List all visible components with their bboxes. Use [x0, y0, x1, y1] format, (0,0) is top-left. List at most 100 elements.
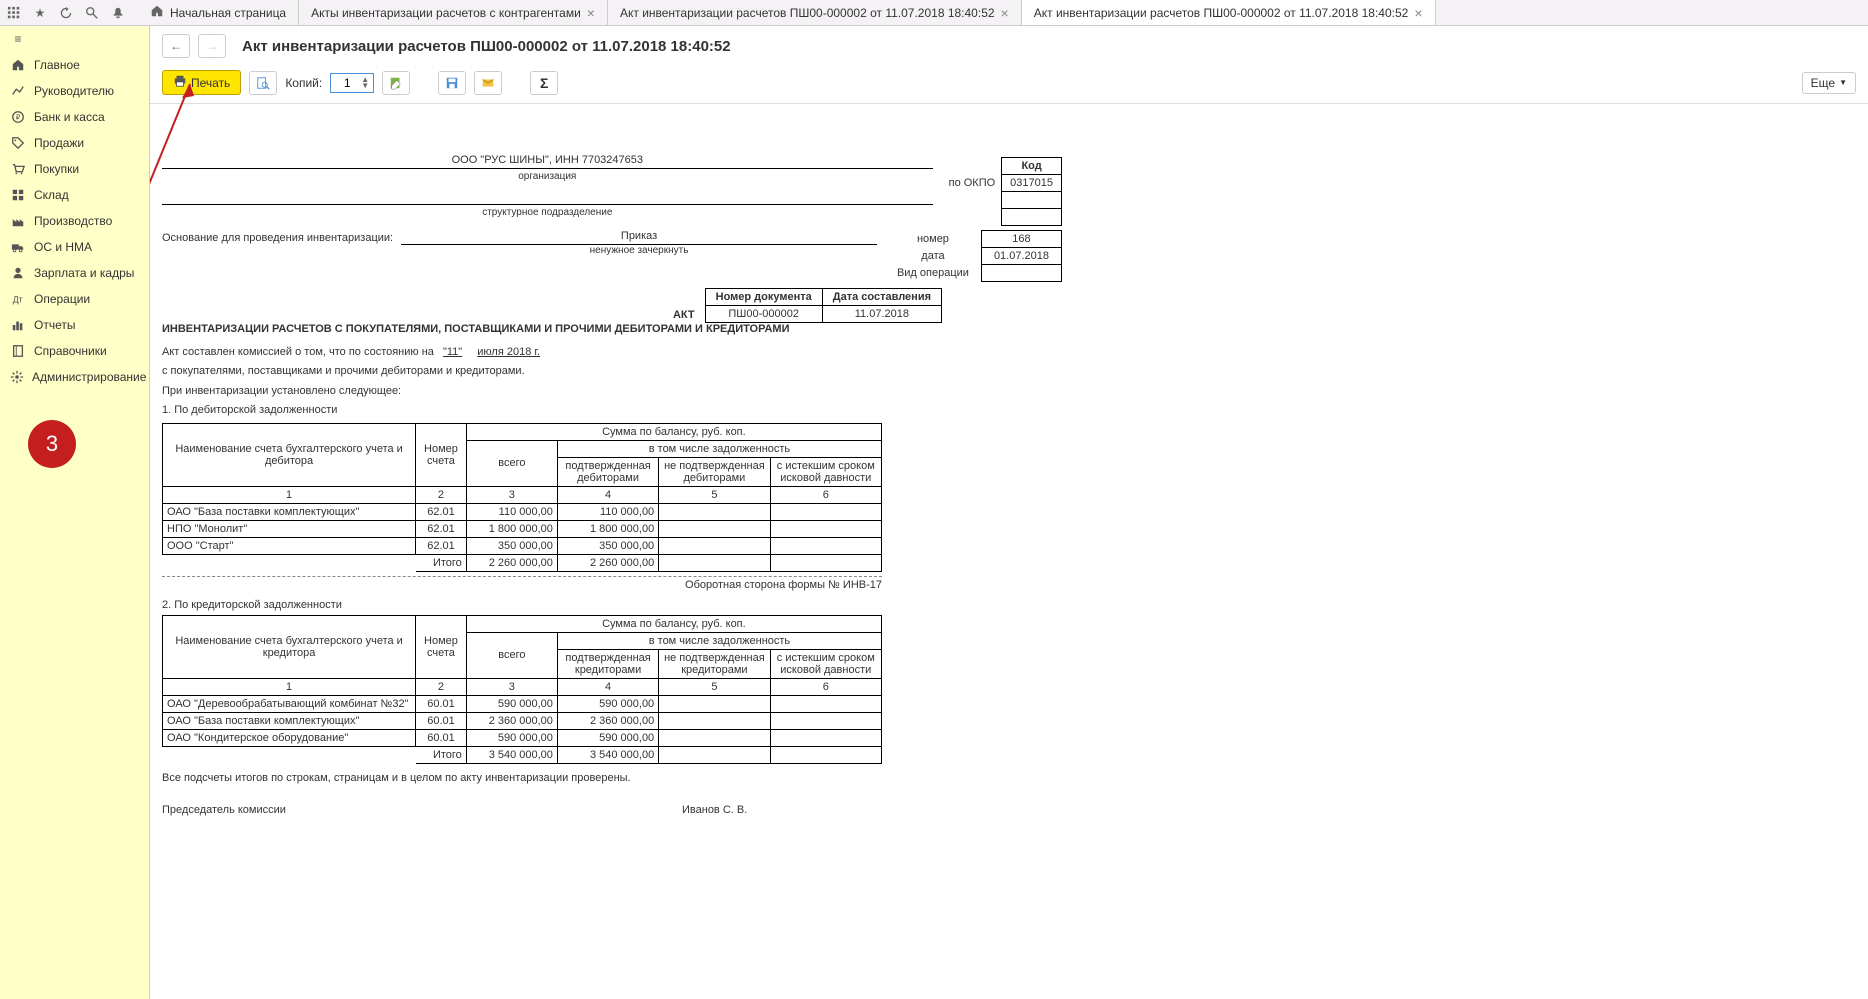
th-sum2: Сумма по балансу, руб. коп.	[466, 615, 881, 632]
akt-subtitle: ИНВЕНТАРИЗАЦИИ РАСЧЕТОВ С ПОКУПАТЕЛЯМИ, …	[162, 323, 1062, 335]
sidebar-item-3[interactable]: Продажи	[0, 130, 149, 156]
tag-icon	[10, 136, 26, 150]
sidebar-label: Администрирование	[32, 370, 146, 384]
th-total: всего	[466, 440, 557, 486]
struct-line	[162, 190, 933, 205]
org-sub: организация	[162, 169, 933, 190]
sum-button[interactable]: Σ	[530, 71, 558, 95]
top-toolbar: ★ Начальная страница Акты инвентаризации…	[0, 0, 1868, 26]
copies-spinner[interactable]: ▲▼	[361, 77, 369, 89]
th-conf2: подтвержденная кредиторами	[557, 649, 658, 678]
star-icon[interactable]: ★	[30, 3, 50, 23]
th-conf: подтвержденная дебиторами	[557, 457, 658, 486]
table-row: ООО "Старт"62.01350 000,00350 000,00	[163, 537, 882, 554]
vid-value	[981, 265, 1061, 282]
email-button[interactable]	[474, 71, 502, 95]
th-incl: в том числе задолженность	[557, 440, 881, 457]
sidebar-label: Главное	[34, 58, 80, 72]
okpo-label: по ОКПО	[941, 175, 1002, 192]
docnum-h1: Номер документа	[705, 289, 822, 306]
th-nconf2: не подтвержденная кредиторами	[659, 649, 770, 678]
nav-back-button[interactable]: ←	[162, 34, 190, 58]
basis-label: Основание для проведения инвентаризации:	[162, 230, 401, 244]
bell-icon[interactable]	[108, 3, 128, 23]
tab-3[interactable]: Акт инвентаризации расчетов ПШ00-000002 …	[1022, 0, 1436, 25]
page-title: Акт инвентаризации расчетов ПШ00-000002 …	[242, 38, 731, 55]
th-acct2: Номер счета	[416, 615, 467, 678]
vid-label: Вид операции	[885, 265, 981, 282]
tab-1[interactable]: Акты инвентаризации расчетов с контраген…	[299, 0, 608, 25]
table-row: ОАО "Кондитерское оборудование"60.01590 …	[163, 729, 882, 746]
print-button[interactable]: Печать	[162, 70, 241, 95]
sidebar-item-5[interactable]: Склад	[0, 182, 149, 208]
sidebar-label: Банк и касса	[34, 110, 105, 124]
sidebar-label: Склад	[34, 188, 69, 202]
creditors-table: Наименование счета бухгалтерского учета …	[162, 615, 882, 764]
th-exp: с истекшим сроком исковой давности	[770, 457, 881, 486]
sidebar-item-8[interactable]: Зарплата и кадры	[0, 260, 149, 286]
num-label: номер	[885, 231, 981, 248]
close-icon[interactable]: ×	[1414, 5, 1422, 21]
svg-text:₽: ₽	[16, 114, 21, 122]
ops-icon: Дт	[10, 292, 26, 306]
preview-button[interactable]	[249, 71, 277, 95]
table-row: НПО "Монолит"62.011 800 000,001 800 000,…	[163, 520, 882, 537]
total-row: Итого3 540 000,003 540 000,00	[163, 746, 882, 763]
close-icon[interactable]: ×	[587, 5, 595, 21]
burger-menu[interactable]: ≡	[0, 26, 149, 52]
book-icon	[10, 344, 26, 358]
sidebar-item-12[interactable]: Администрирование	[0, 364, 149, 390]
sidebar-item-6[interactable]: Производство	[0, 208, 149, 234]
close-icon[interactable]: ×	[1001, 5, 1009, 21]
akt-label: АКТ	[162, 309, 705, 323]
th-exp2: с истекшим сроком исковой давности	[770, 649, 881, 678]
nav-forward-button[interactable]: →	[198, 34, 226, 58]
body1-month: июля 2018 г.	[471, 346, 546, 358]
apps-icon[interactable]	[4, 3, 24, 23]
sidebar-item-7[interactable]: ОС и НМА	[0, 234, 149, 260]
factory-icon	[10, 214, 26, 228]
sec1: 1. По дебиторской задолженности	[162, 403, 1062, 418]
sidebar-item-11[interactable]: Справочники	[0, 338, 149, 364]
content: ← → Акт инвентаризации расчетов ПШ00-000…	[150, 26, 1868, 999]
th-sum: Сумма по балансу, руб. коп.	[466, 423, 881, 440]
footer-text: Все подсчеты итогов по строкам, страница…	[162, 772, 1062, 784]
home-icon	[10, 58, 26, 72]
truck-icon	[10, 240, 26, 254]
sidebar-label: Операции	[34, 292, 90, 306]
th-total2: всего	[466, 632, 557, 678]
num-value: 168	[981, 231, 1061, 248]
sidebar-label: Руководителю	[34, 84, 114, 98]
svg-text:Дт: Дт	[13, 295, 23, 305]
chevron-down-icon: ▼	[1839, 78, 1847, 87]
person-icon	[10, 266, 26, 280]
docnum-v2: 11.07.2018	[822, 306, 941, 323]
gear-icon	[10, 370, 24, 384]
history-icon[interactable]	[56, 3, 76, 23]
sidebar-item-0[interactable]: Главное	[0, 52, 149, 78]
more-button[interactable]: Еще ▼	[1802, 72, 1856, 94]
copies-input[interactable]	[335, 76, 359, 90]
sec2: 2. По кредиторской задолженности	[162, 599, 1062, 611]
sidebar-item-10[interactable]: Отчеты	[0, 312, 149, 338]
tab-home-label: Начальная страница	[170, 6, 286, 20]
prikaz: Приказ	[401, 230, 877, 245]
search-icon[interactable]	[82, 3, 102, 23]
save-button[interactable]	[438, 71, 466, 95]
tab-home[interactable]: Начальная страница	[138, 0, 299, 25]
sidebar-item-9[interactable]: Дт Операции	[0, 286, 149, 312]
sidebar-item-4[interactable]: Покупки	[0, 156, 149, 182]
edit-button[interactable]	[382, 71, 410, 95]
org-name: ООО "РУС ШИНЫ", ИНН 7703247653	[162, 154, 933, 169]
sidebar-label: Справочники	[34, 344, 107, 358]
sidebar-item-1[interactable]: Руководителю	[0, 78, 149, 104]
chart-icon	[10, 84, 26, 98]
total-row: Итого2 260 000,002 260 000,00	[163, 554, 882, 571]
sidebar-item-2[interactable]: ₽ Банк и касса	[0, 104, 149, 130]
prikaz-sub: ненужное зачеркнуть	[401, 245, 877, 256]
tab-2[interactable]: Акт инвентаризации расчетов ПШ00-000002 …	[608, 0, 1022, 25]
table-row: ОАО "Деревообрабатывающий комбинат №32"6…	[163, 695, 882, 712]
okpo-value: 0317015	[1002, 175, 1062, 192]
cart-icon	[10, 162, 26, 176]
sidebar-label: Производство	[34, 214, 112, 228]
